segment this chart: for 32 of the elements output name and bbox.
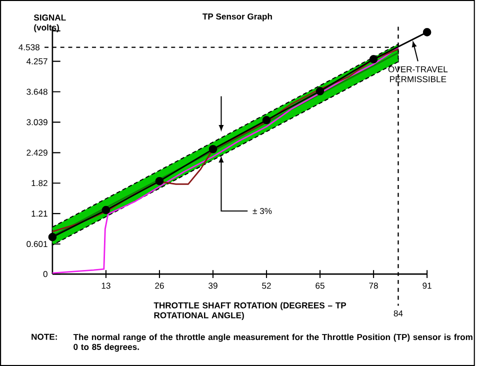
point bbox=[102, 206, 110, 214]
point bbox=[369, 55, 378, 64]
point bbox=[208, 144, 218, 154]
x-tick-label: 78 bbox=[369, 282, 378, 289]
text: The normal range of the throttle angle measurement for the Throttle Position (TP) sensor is from 0 to 85 degrees. bbox=[73, 334, 472, 352]
annotation: OVER-TRAVEL PERMISSIBLE bbox=[388, 66, 448, 82]
text: NOTE: bbox=[32, 334, 57, 340]
y-tick-label: 3.039 bbox=[26, 119, 48, 126]
y-tick-label: 4.257 bbox=[26, 58, 48, 64]
x-tick-label: 65 bbox=[316, 282, 324, 289]
x-tick-label: 13 bbox=[102, 282, 110, 289]
ref-line-label: 4.538 bbox=[18, 44, 40, 50]
x-axis-title: THROTTLE SHAFT ROTATION (DEGREES – TP ROTATIONAL ANGLE) bbox=[154, 302, 346, 320]
x-tick-label: 52 bbox=[262, 282, 271, 289]
point bbox=[155, 176, 164, 186]
point bbox=[422, 28, 432, 36]
annotation: ± 3% bbox=[252, 208, 272, 214]
y-tick-label: 0 bbox=[43, 270, 48, 278]
y-tick-label: 1.82 bbox=[32, 180, 48, 186]
x-tick-label: 39 bbox=[208, 282, 218, 289]
y-tick-label: 1.21 bbox=[32, 210, 48, 217]
y-tick-label: 0.601 bbox=[26, 240, 48, 248]
y-tick-label: 3.648 bbox=[26, 88, 48, 95]
x-tick-label: 91 bbox=[422, 282, 432, 289]
point bbox=[262, 116, 271, 124]
point bbox=[316, 86, 324, 96]
annotation: SIGNAL (volts) bbox=[34, 14, 66, 32]
y-tick-label: 2.429 bbox=[26, 150, 48, 156]
point bbox=[48, 232, 57, 242]
chart-title: TP Sensor Graph bbox=[202, 13, 272, 22]
ref-line-label: 84 bbox=[394, 310, 403, 316]
x-tick-label: 26 bbox=[155, 282, 164, 289]
